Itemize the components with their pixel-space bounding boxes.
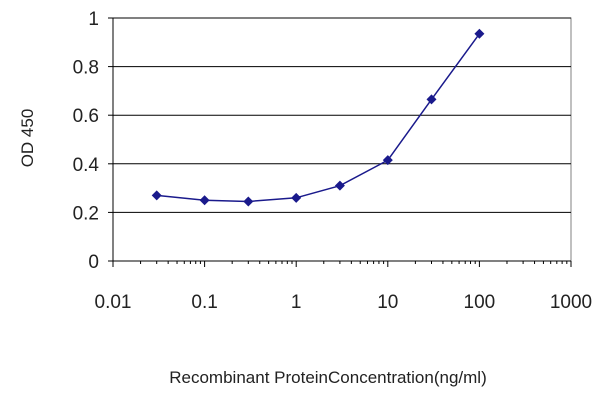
y-tick-label: 0.8 — [73, 58, 99, 79]
x-tick-label: 100 — [464, 292, 496, 313]
y-tick-label: 0.6 — [73, 106, 99, 127]
x-tick-label: 1 — [291, 292, 302, 313]
y-tick-label: 0.2 — [73, 203, 99, 224]
y-tick-label: 0.4 — [73, 155, 100, 176]
data-point-marker — [291, 192, 302, 203]
axes — [108, 17, 572, 267]
data-point-marker — [199, 195, 210, 206]
data-point-marker — [426, 94, 437, 105]
data-point-marker — [243, 196, 254, 207]
y-tick-labels: 0 0.2 0.4 0.6 0.8 1 — [73, 9, 100, 273]
gridlines — [112, 17, 572, 262]
series-line — [156, 33, 481, 203]
x-tick-labels: 0.01 0.1 1 10 100 1000 — [95, 292, 593, 313]
data-point-marker — [334, 180, 345, 191]
x-axis-title: Recombinant ProteinConcentration(ng/ml) — [169, 368, 487, 387]
data-point-marker — [474, 28, 485, 39]
x-tick-label: 0.1 — [191, 292, 217, 313]
data-point-marker — [382, 155, 393, 166]
y-tick-label: 0 — [88, 252, 99, 273]
plot-area — [112, 17, 572, 262]
x-tick-label: 1000 — [550, 292, 592, 313]
y-tick-label: 1 — [88, 9, 99, 30]
x-tick-label: 0.01 — [95, 292, 132, 313]
data-point-marker — [151, 190, 162, 201]
series — [151, 28, 485, 207]
y-axis-title: OD 450 — [18, 109, 37, 168]
x-tick-label: 10 — [377, 292, 398, 313]
